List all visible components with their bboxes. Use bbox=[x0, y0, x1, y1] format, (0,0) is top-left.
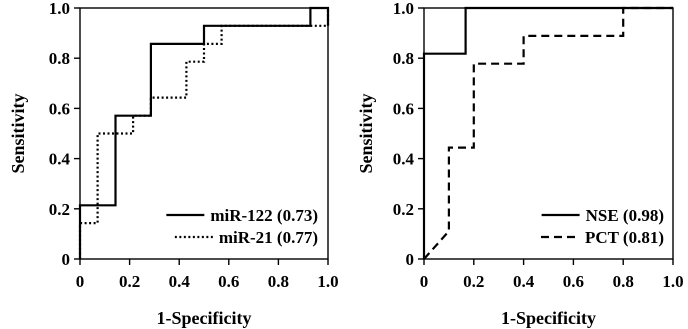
y-tick-label: 1.0 bbox=[49, 0, 70, 18]
x-tick-label: 0.4 bbox=[169, 272, 191, 291]
x-axis-title: 1-Specificity bbox=[501, 308, 596, 328]
y-axis-title: Sensitivity bbox=[356, 93, 376, 173]
plot-frame bbox=[79, 7, 329, 260]
y-tick-label: 0.6 bbox=[49, 99, 70, 118]
x-tick-label: 0.6 bbox=[563, 272, 584, 291]
x-tick-label: 0.2 bbox=[463, 272, 484, 291]
roc-curve-solid bbox=[78, 6, 330, 259]
y-tick-label: 0.6 bbox=[393, 99, 414, 118]
x-tick-label: 0 bbox=[76, 272, 85, 291]
roc-panel-2: 0 0.2 0.4 0.6 0.8 1.0 0 0.2 0.4 0.6 0.8 1.0 1-Specif… bbox=[356, 0, 684, 328]
y-tick-label: 0 bbox=[406, 250, 415, 269]
x-tick-label: 0.8 bbox=[613, 272, 634, 291]
x-tick-label: 0 bbox=[420, 272, 429, 291]
x-axis-title: 1-Specificity bbox=[157, 308, 252, 328]
legend-label: miR-122 (0.73) bbox=[210, 206, 318, 225]
roc-curve-solid bbox=[422, 6, 673, 259]
roc-curve-dashed bbox=[423, 6, 673, 260]
y-tick-label: 0.2 bbox=[49, 200, 70, 219]
x-tick-label: 0.8 bbox=[268, 272, 289, 291]
legend-label: PCT (0.81) bbox=[585, 228, 664, 247]
legend-label: NSE (0.98) bbox=[586, 206, 664, 225]
y-tick-label: 1.0 bbox=[393, 0, 414, 18]
y-tick-label: 0.4 bbox=[393, 150, 415, 169]
x-tick-label: 0.6 bbox=[218, 272, 239, 291]
y-tick-label: 0.2 bbox=[393, 200, 414, 219]
y-tick-label: 0 bbox=[62, 250, 71, 269]
x-tick-label: 0.2 bbox=[119, 272, 140, 291]
x-tick-label: 1.0 bbox=[317, 272, 338, 291]
y-axis-title: Sensitivity bbox=[8, 93, 28, 173]
legend-label: miR-21 (0.77) bbox=[219, 228, 318, 247]
x-tick-label: 1.0 bbox=[662, 272, 683, 291]
roc-curve-dotted bbox=[78, 8, 330, 259]
roc-panel-1: 0 0.2 0.4 0.6 0.8 1.0 0 0.2 0.4 0.6 0.8 1.0 1-Specif… bbox=[8, 0, 339, 328]
y-tick-label: 0.8 bbox=[49, 49, 70, 68]
y-tick-label: 0.4 bbox=[49, 150, 71, 169]
x-tick-label: 0.4 bbox=[513, 272, 535, 291]
y-tick-label: 0.8 bbox=[393, 49, 414, 68]
